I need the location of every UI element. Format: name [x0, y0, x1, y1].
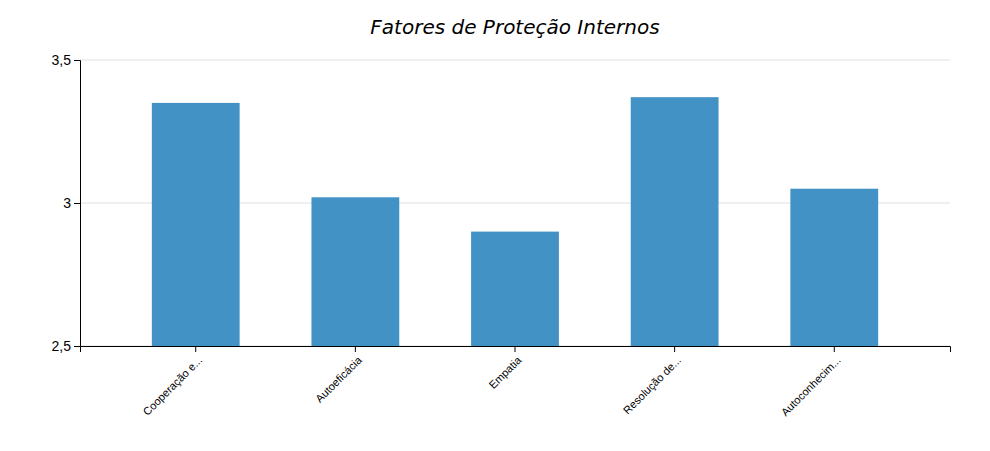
- y-axis-line: [74, 61, 81, 347]
- x-tick: Resolução de...: [621, 346, 684, 416]
- y-tick-mark: [74, 203, 80, 204]
- x-tick-mark: [834, 346, 835, 352]
- y-axis: 2,5 3 3,5: [52, 52, 81, 354]
- y-tick: 2,5: [52, 338, 80, 354]
- bar: [471, 232, 559, 346]
- x-tick-label: Resolução de...: [621, 354, 684, 417]
- x-tick-label: Autoconhecim...: [779, 354, 843, 418]
- y-tick: 3,5: [52, 52, 80, 68]
- x-tick: Autoconhecim...: [779, 346, 843, 418]
- y-tick-label: 3,5: [52, 52, 72, 68]
- bar: [631, 97, 719, 346]
- bar: [152, 103, 240, 346]
- chart: 2,5 3 3,5 Cooperação e... Autoeficácia Empati…: [0, 0, 990, 451]
- x-axis-line: [81, 347, 951, 353]
- grid: [80, 60, 950, 346]
- x-axis: Cooperação e... Autoeficácia Empatia Resolu…: [81, 346, 951, 418]
- x-tick: Empatia: [487, 346, 525, 391]
- x-tick: Cooperação e...: [140, 346, 204, 418]
- x-tick-mark: [674, 346, 675, 352]
- bars: [152, 97, 878, 346]
- y-tick-mark: [74, 346, 80, 347]
- y-tick-mark: [74, 60, 80, 61]
- x-tick: Autoeficácia: [313, 346, 364, 405]
- bar: [790, 189, 878, 346]
- y-tick: 3: [63, 195, 80, 211]
- x-tick-label: Autoeficácia: [313, 353, 364, 404]
- grid-line: [80, 60, 950, 61]
- x-tick-mark: [355, 346, 356, 352]
- title: Fatores de Proteção Internos: [370, 15, 659, 39]
- bar: [311, 197, 399, 346]
- x-tick-mark: [515, 346, 516, 352]
- x-tick-mark: [195, 346, 196, 352]
- x-tick-label: Cooperação e...: [140, 354, 204, 418]
- y-tick-label: 2,5: [52, 338, 72, 354]
- y-tick-label: 3: [63, 195, 71, 211]
- plot: 2,5 3 3,5 Cooperação e... Autoeficácia Empati…: [52, 52, 951, 418]
- x-tick-label: Empatia: [487, 353, 525, 391]
